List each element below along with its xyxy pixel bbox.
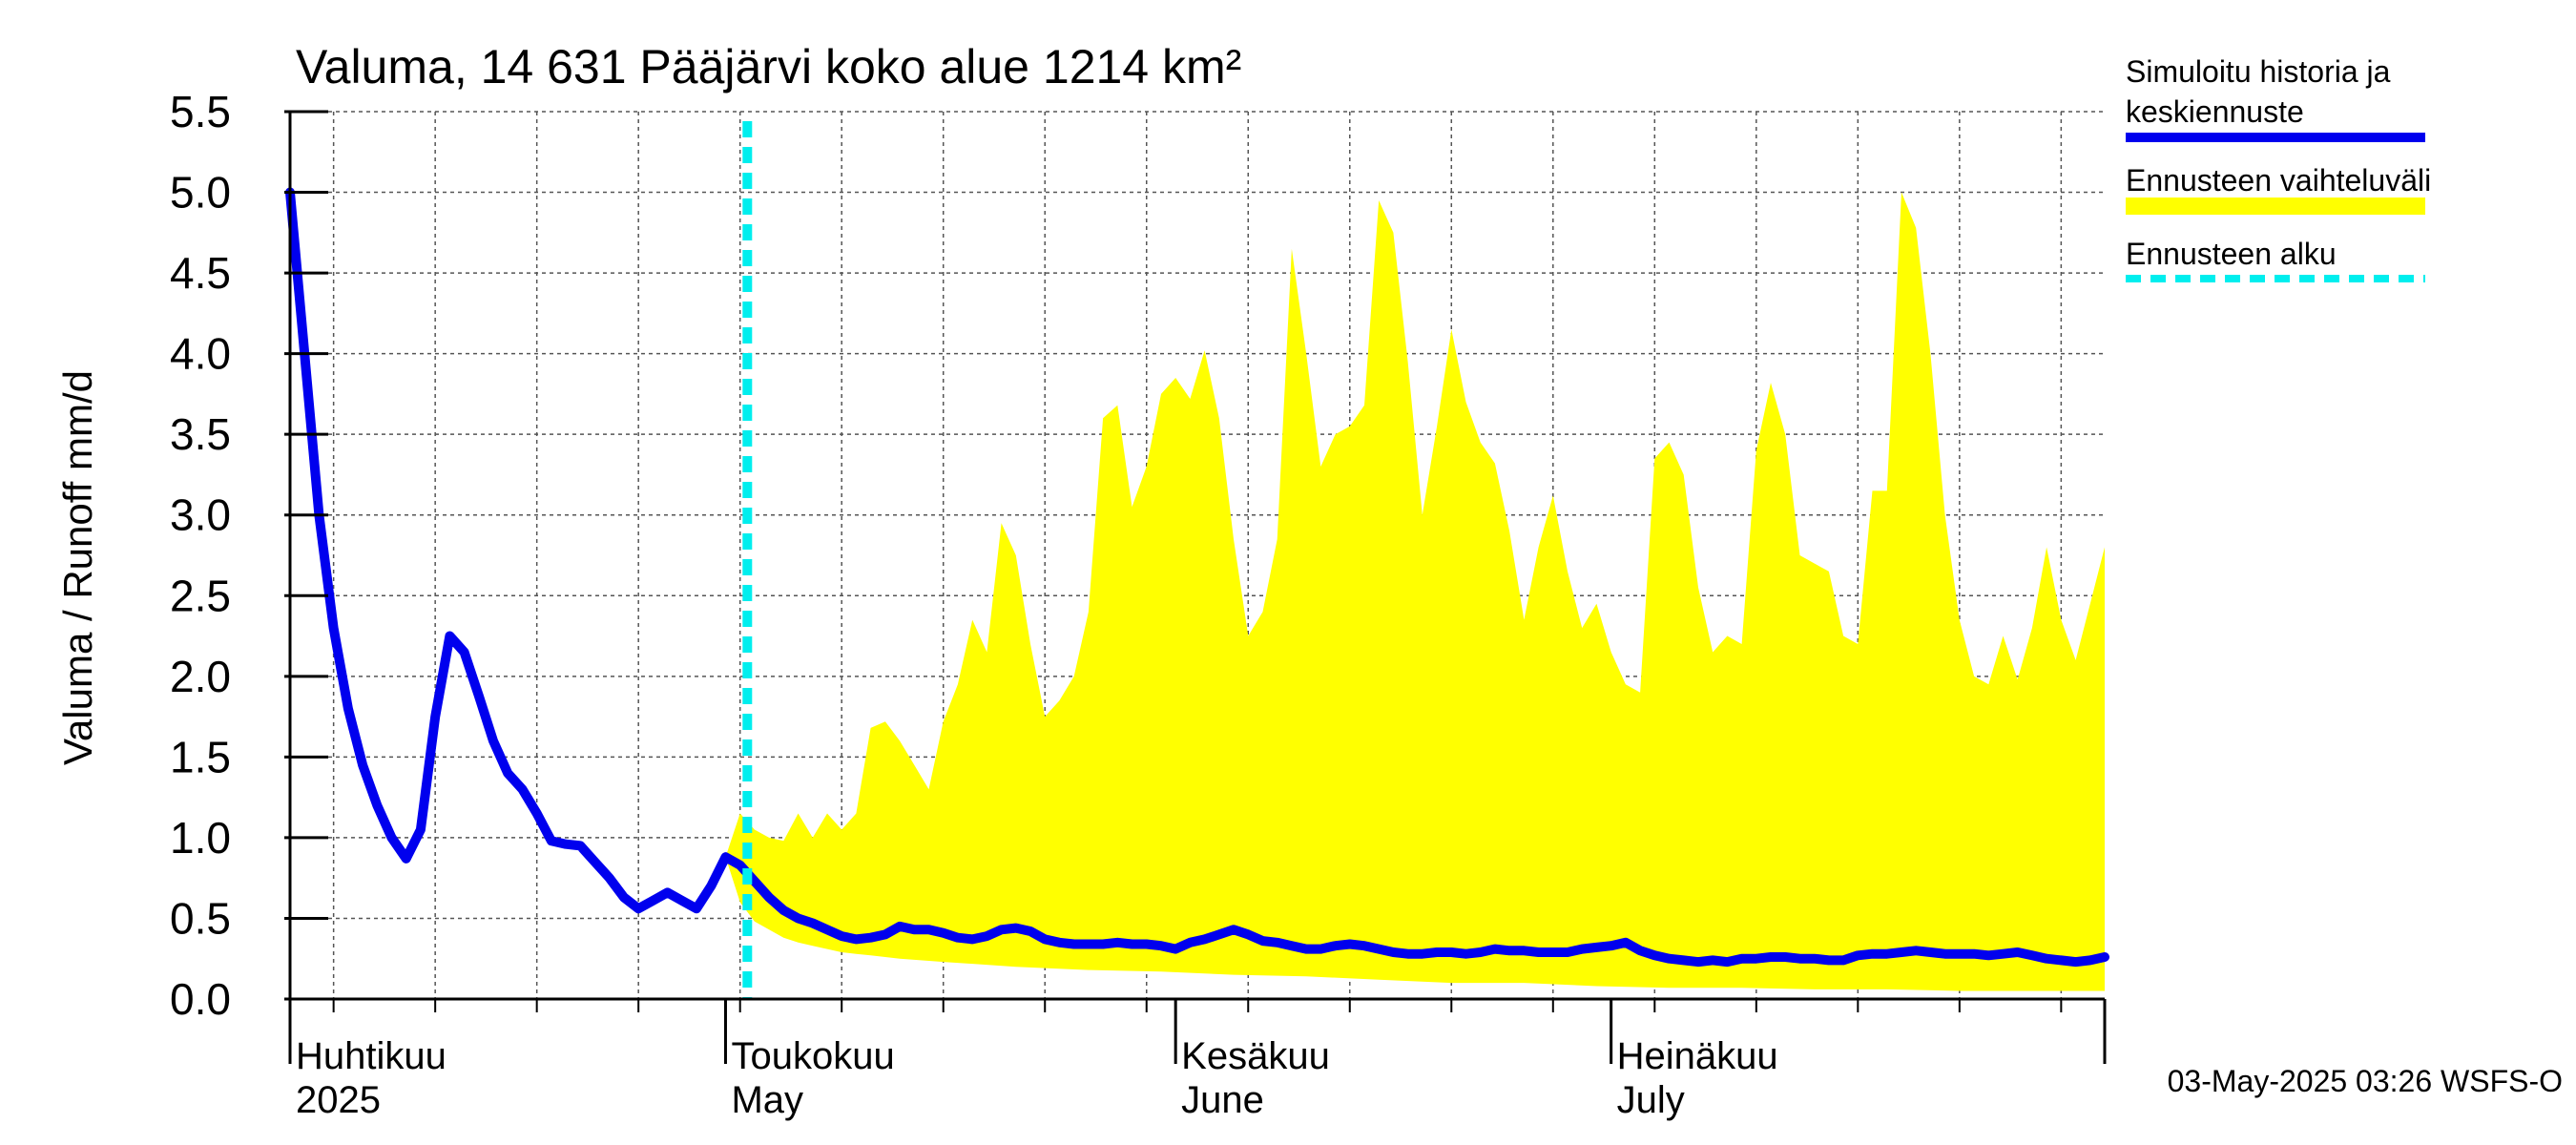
runoff-series-line <box>285 187 2109 968</box>
y-tick-label: 4.0 <box>170 329 231 379</box>
runoff-line-layer <box>285 187 2109 968</box>
month-label-en: May <box>731 1079 803 1121</box>
legend-label-sim-line2: keskiennuste <box>2126 94 2304 129</box>
legend-label-forecast-start: Ennusteen alku <box>2126 237 2337 271</box>
month-label-en: July <box>1617 1079 1685 1121</box>
month-label-en: 2025 <box>296 1079 381 1121</box>
y-tick-label: 1.0 <box>170 813 231 863</box>
footer-timestamp: 03-May-2025 03:26 WSFS-O <box>2168 1064 2563 1098</box>
y-tick-label: 2.5 <box>170 571 231 620</box>
y-tick-label: 0.0 <box>170 974 231 1024</box>
legend-label-forecast-range: Ennusteen vaihteluväli <box>2126 163 2431 198</box>
forecast-range-band <box>725 192 2105 991</box>
forecast-range-band-layer <box>725 192 2105 991</box>
month-label-fi: Kesäkuu <box>1181 1035 1330 1077</box>
y-axis-label: Valuma / Runoff mm/d <box>55 370 100 765</box>
y-tick-label: 3.0 <box>170 490 231 540</box>
axes <box>284 110 2107 1064</box>
legend-label-sim-line1: Simuloitu historia ja <box>2126 54 2391 89</box>
chart-title: Valuma, 14 631 Pääjärvi koko alue 1214 k… <box>296 40 1241 94</box>
month-label-fi: Huhtikuu <box>296 1035 447 1077</box>
y-tick-label: 5.5 <box>170 87 231 136</box>
y-tick-label: 0.5 <box>170 893 231 943</box>
y-tick-label: 2.0 <box>170 652 231 701</box>
month-label-fi: Heinäkuu <box>1617 1035 1778 1077</box>
month-label-fi: Toukokuu <box>731 1035 894 1077</box>
y-tick-label: 4.5 <box>170 248 231 298</box>
y-tick-label: 3.5 <box>170 409 231 459</box>
y-tick-label: 1.5 <box>170 732 231 781</box>
tick-labels: 0.0 0.5 1.0 1.5 2.0 2.5 3.0 3.5 4.0 4.5 5.0 5.5 Huht… <box>170 87 1778 1121</box>
legend: Simuloitu historia ja keskiennuste Ennus… <box>2126 54 2431 282</box>
month-label-en: June <box>1181 1079 1264 1121</box>
y-tick-label: 5.0 <box>170 168 231 218</box>
